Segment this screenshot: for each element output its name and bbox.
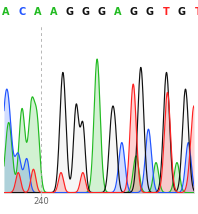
Text: G: G: [130, 7, 138, 17]
Text: T: T: [163, 7, 169, 17]
Text: G: G: [146, 7, 154, 17]
Text: G: G: [178, 7, 186, 17]
Text: A: A: [2, 7, 10, 17]
Text: G: G: [82, 7, 90, 17]
Text: C: C: [18, 7, 26, 17]
Text: A: A: [114, 7, 122, 17]
Text: T: T: [194, 7, 198, 17]
Text: A: A: [50, 7, 58, 17]
Text: G: G: [98, 7, 106, 17]
Text: A: A: [34, 7, 42, 17]
Text: G: G: [66, 7, 74, 17]
